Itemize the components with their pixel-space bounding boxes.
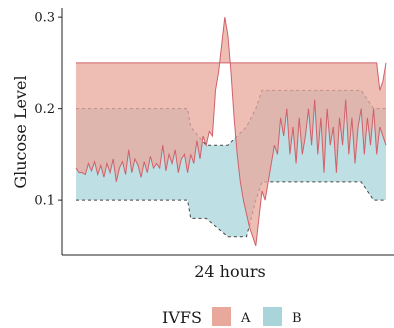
legend-label-b: B	[292, 311, 302, 326]
legend-swatch-b	[263, 307, 282, 326]
band-b-lower-edge	[76, 181, 386, 238]
legend: IVFS A B	[162, 307, 302, 327]
legend-title: IVFS	[162, 308, 202, 327]
plot-area	[75, 17, 387, 247]
band-a-fill	[76, 17, 386, 246]
legend-label-a: A	[240, 311, 251, 326]
x-axis-title: 24 hours	[194, 262, 266, 281]
axes: 0.1 0.2 0.3 24 hours Glucose Level	[11, 8, 394, 281]
y-tick-label: 0.1	[34, 194, 55, 209]
y-tick-label: 0.2	[34, 102, 55, 117]
band-a-upper-edge	[76, 62, 387, 91]
y-tick-label: 0.3	[34, 11, 55, 26]
legend-swatch-a	[212, 307, 231, 326]
y-ticks: 0.1 0.2 0.3	[34, 11, 62, 209]
y-axis-title: Glucose Level	[11, 75, 30, 188]
band-a-lower-edge	[75, 17, 387, 247]
